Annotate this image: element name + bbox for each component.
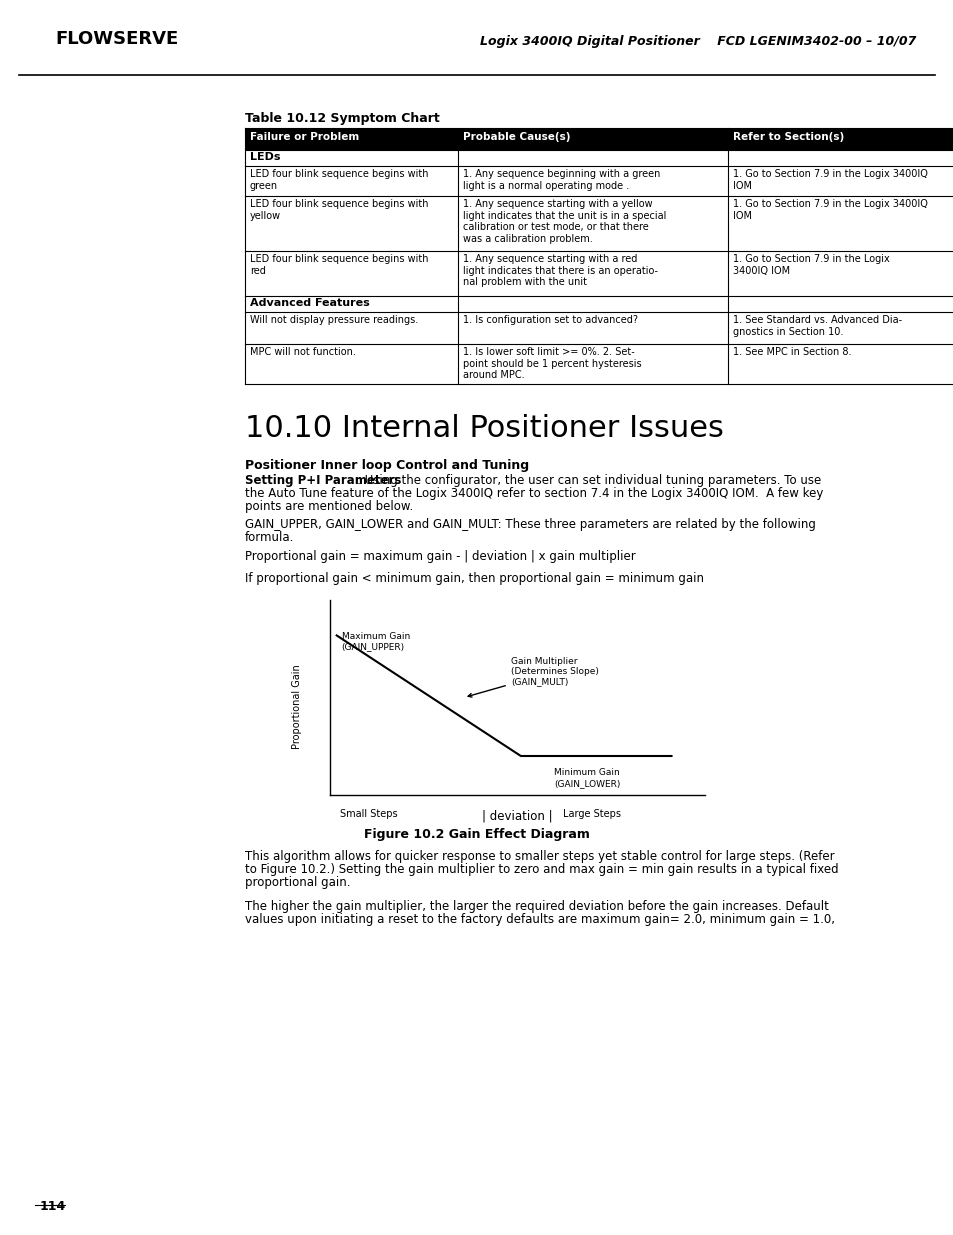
- Bar: [245, 149, 953, 165]
- Text: LEDs: LEDs: [250, 152, 280, 162]
- Text: Table 10.12 Symptom Chart: Table 10.12 Symptom Chart: [245, 112, 439, 125]
- Text: Logix 3400IQ Digital Positioner    FCD LGENIM3402-00 – 10/07: Logix 3400IQ Digital Positioner FCD LGEN…: [479, 35, 916, 48]
- Text: GAIN_UPPER, GAIN_LOWER and GAIN_MULT: These three parameters are related by the : GAIN_UPPER, GAIN_LOWER and GAIN_MULT: Th…: [245, 517, 815, 531]
- Text: Proportional gain = maximum gain - | deviation | x gain multiplier: Proportional gain = maximum gain - | dev…: [245, 550, 635, 563]
- Text: 1. Any sequence starting with a yellow
light indicates that the unit is in a spe: 1. Any sequence starting with a yellow l…: [462, 199, 666, 243]
- Text: to Figure 10.2.) Setting the gain multiplier to zero and max gain = min gain res: to Figure 10.2.) Setting the gain multip…: [245, 863, 838, 876]
- Text: 1. Go to Section 7.9 in the Logix
3400IQ IOM: 1. Go to Section 7.9 in the Logix 3400IQ…: [732, 254, 888, 275]
- Text: LED four blink sequence begins with
green: LED four blink sequence begins with gree…: [250, 169, 428, 190]
- Text: 1. See MPC in Section 8.: 1. See MPC in Section 8.: [732, 347, 850, 357]
- Text: Setting P+I Parameters: Setting P+I Parameters: [245, 474, 401, 487]
- Text: LED four blink sequence begins with
red: LED four blink sequence begins with red: [250, 254, 428, 275]
- Text: 10.10 Internal Positioner Issues: 10.10 Internal Positioner Issues: [245, 414, 723, 443]
- Text: the Auto Tune feature of the Logix 3400IQ refer to section 7.4 in the Logix 3400: the Auto Tune feature of the Logix 3400I…: [245, 487, 822, 500]
- Text: formula.: formula.: [245, 531, 294, 543]
- Text: Proportional Gain: Proportional Gain: [292, 664, 301, 748]
- Text: Advanced Features: Advanced Features: [250, 298, 370, 308]
- Text: If proportional gain < minimum gain, then proportional gain = minimum gain: If proportional gain < minimum gain, the…: [245, 572, 703, 585]
- Text: values upon initiating a reset to the factory defaults are maximum gain= 2.0, mi: values upon initiating a reset to the fa…: [245, 913, 834, 926]
- Text: 1. Go to Section 7.9 in the Logix 3400IQ
IOM: 1. Go to Section 7.9 in the Logix 3400IQ…: [732, 169, 926, 190]
- Text: Maximum Gain
(GAIN_UPPER): Maximum Gain (GAIN_UPPER): [341, 632, 410, 651]
- Text: proportional gain.: proportional gain.: [245, 876, 350, 889]
- Bar: [245, 165, 953, 196]
- Text: The higher the gain multiplier, the larger the required deviation before the gai: The higher the gain multiplier, the larg…: [245, 900, 828, 913]
- Text: 114: 114: [40, 1200, 66, 1213]
- Bar: [245, 196, 953, 251]
- Text: | deviation |: | deviation |: [481, 810, 552, 823]
- Text: Small Steps: Small Steps: [339, 809, 397, 819]
- Text: : Using the configurator, the user can set individual tuning parameters. To use: : Using the configurator, the user can s…: [356, 474, 821, 487]
- Text: 1. Is lower soft limit >= 0%. 2. Set-
point should be 1 percent hysteresis
aroun: 1. Is lower soft limit >= 0%. 2. Set- po…: [462, 347, 641, 380]
- Text: MPC will not function.: MPC will not function.: [250, 347, 355, 357]
- Text: Refer to Section(s): Refer to Section(s): [732, 132, 843, 142]
- Text: FLOWSERVE: FLOWSERVE: [55, 30, 178, 48]
- Bar: [245, 251, 953, 296]
- Text: points are mentioned below.: points are mentioned below.: [245, 500, 413, 513]
- Bar: [245, 296, 953, 312]
- Text: 1. Go to Section 7.9 in the Logix 3400IQ
IOM: 1. Go to Section 7.9 in the Logix 3400IQ…: [732, 199, 926, 221]
- Text: Positioner Inner loop Control and Tuning: Positioner Inner loop Control and Tuning: [245, 459, 529, 472]
- Bar: [245, 345, 953, 384]
- Text: Failure or Problem: Failure or Problem: [250, 132, 359, 142]
- Bar: [245, 128, 953, 149]
- Bar: [245, 312, 953, 345]
- Text: 1. Any sequence starting with a red
light indicates that there is an operatio-
n: 1. Any sequence starting with a red ligh…: [462, 254, 658, 288]
- Text: 1. Is configuration set to advanced?: 1. Is configuration set to advanced?: [462, 315, 638, 325]
- Text: LED four blink sequence begins with
yellow: LED four blink sequence begins with yell…: [250, 199, 428, 221]
- Text: Probable Cause(s): Probable Cause(s): [462, 132, 570, 142]
- Text: 1. Any sequence beginning with a green
light is a normal operating mode .: 1. Any sequence beginning with a green l…: [462, 169, 659, 190]
- Text: 1. See Standard vs. Advanced Dia-
gnostics in Section 10.: 1. See Standard vs. Advanced Dia- gnosti…: [732, 315, 901, 337]
- Text: Figure 10.2 Gain Effect Diagram: Figure 10.2 Gain Effect Diagram: [364, 827, 589, 841]
- Text: This algorithm allows for quicker response to smaller steps yet stable control f: This algorithm allows for quicker respon…: [245, 850, 834, 863]
- Text: Large Steps: Large Steps: [562, 809, 620, 819]
- Text: Gain Multiplier
(Determines Slope)
(GAIN_MULT): Gain Multiplier (Determines Slope) (GAIN…: [468, 657, 598, 697]
- Text: Will not display pressure readings.: Will not display pressure readings.: [250, 315, 417, 325]
- Text: Minimum Gain
(GAIN_LOWER): Minimum Gain (GAIN_LOWER): [554, 768, 620, 788]
